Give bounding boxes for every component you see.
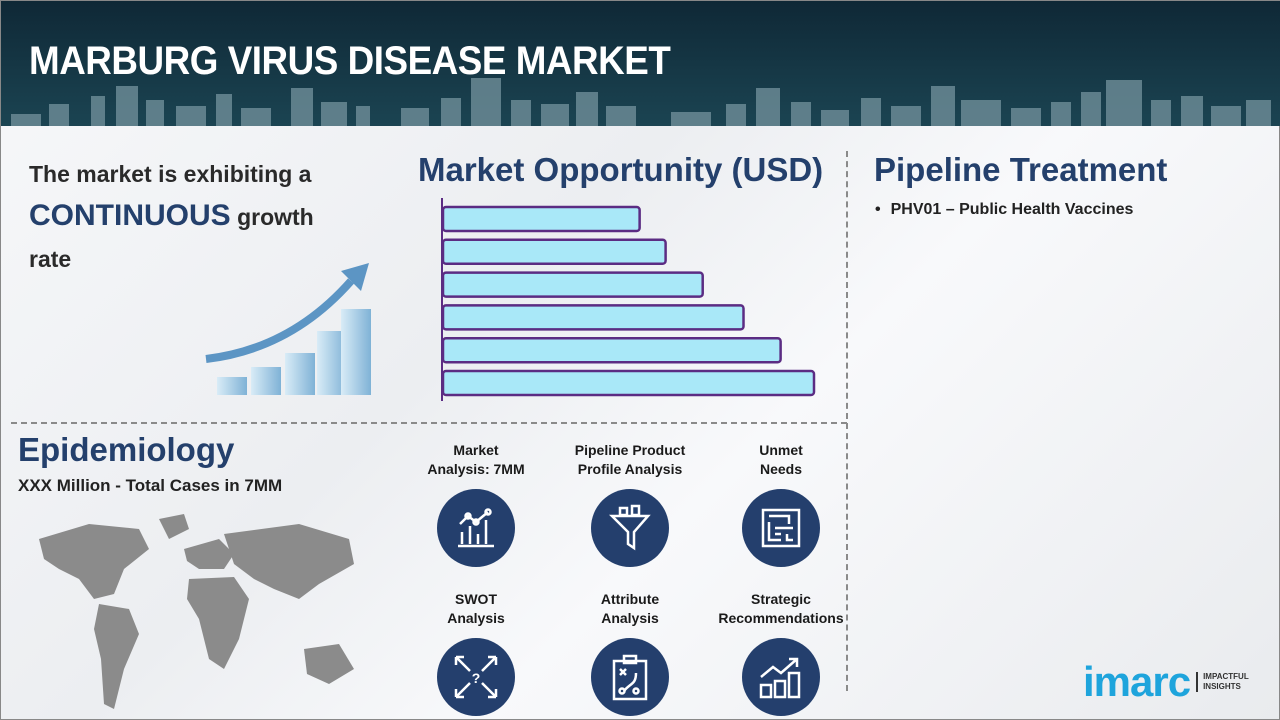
growth-line-1: The market is exhibiting a [29,161,312,187]
chart-title: Market Opportunity (USD) [418,151,824,188]
feature-label: Market [453,442,499,458]
feature-label: Profile Analysis [577,461,683,477]
feature-label: Strategic [751,591,811,607]
logo-tag-2: INSIGHTS [1203,682,1241,691]
maze-icon [742,489,820,567]
growth-bars-arrow-icon [205,263,371,395]
logo-wordmark: imarc [1083,658,1191,705]
feature-strategic-recommendations: Strategic Recommendations [701,590,861,716]
logo-tag-1: IMPACTFUL [1203,672,1249,681]
feature-label: Needs [759,461,803,477]
chart-bar [441,205,641,233]
feature-market-analysis: Market Analysis: 7MM [396,441,556,567]
funnel-icon [591,489,669,567]
imarc-logo: imarc IMPACTFUL INSIGHTS [1083,661,1249,703]
pipeline-title: Pipeline Treatment [874,151,1168,188]
pipeline-list: PHV01 – Public Health Vaccines [875,201,1134,219]
feature-swot: SWOT Analysis ? [396,590,556,716]
feature-label: Analysis [447,610,505,626]
feature-label: Recommendations [718,610,844,626]
growth-chart-icon [742,638,820,716]
feature-label: Unmet [759,442,803,458]
growth-statement: The market is exhibiting a CONTINUOUS gr… [29,153,369,280]
epidemiology-title: Epidemiology [18,431,235,468]
pipeline-item: PHV01 – Public Health Vaccines [875,201,1134,219]
epidemiology-subtitle: XXX Million - Total Cases in 7MM [18,476,283,495]
header-banner: MARBURG VIRUS DISEASE MARKET [1,1,1280,126]
feature-attribute: Attribute Analysis [550,590,710,716]
page-title: MARBURG VIRUS DISEASE MARKET [29,39,671,83]
chart-bar [441,369,816,397]
swot-arrows-icon: ? [437,638,515,716]
growth-line-3: rate [29,246,72,272]
horizontal-divider [11,422,847,424]
chart-bar [441,271,704,298]
city-skyline-graphic [11,78,1271,126]
growth-highlight: CONTINUOUS [29,199,231,232]
world-map-icon [39,514,354,709]
feature-label: Pipeline Product [574,442,686,458]
feature-label: Analysis [601,610,659,626]
chart-bar [441,238,667,266]
logo-tagline: IMPACTFUL INSIGHTS [1196,672,1249,692]
svg-text:?: ? [472,670,481,686]
feature-unmet-needs: Unmet Needs [701,441,861,567]
chart-bar [441,304,745,331]
feature-label: Attribute [600,591,660,607]
feature-label: SWOT [455,591,497,607]
chart-analytics-icon [437,489,515,567]
clipboard-strategy-icon [591,638,669,716]
feature-pipeline-profile: Pipeline Product Profile Analysis [550,441,710,567]
vertical-divider [846,151,848,691]
feature-label: Analysis: 7MM [427,461,525,477]
market-opportunity-chart [441,198,816,401]
chart-bar [441,336,782,364]
growth-line-2: growth [237,204,314,230]
